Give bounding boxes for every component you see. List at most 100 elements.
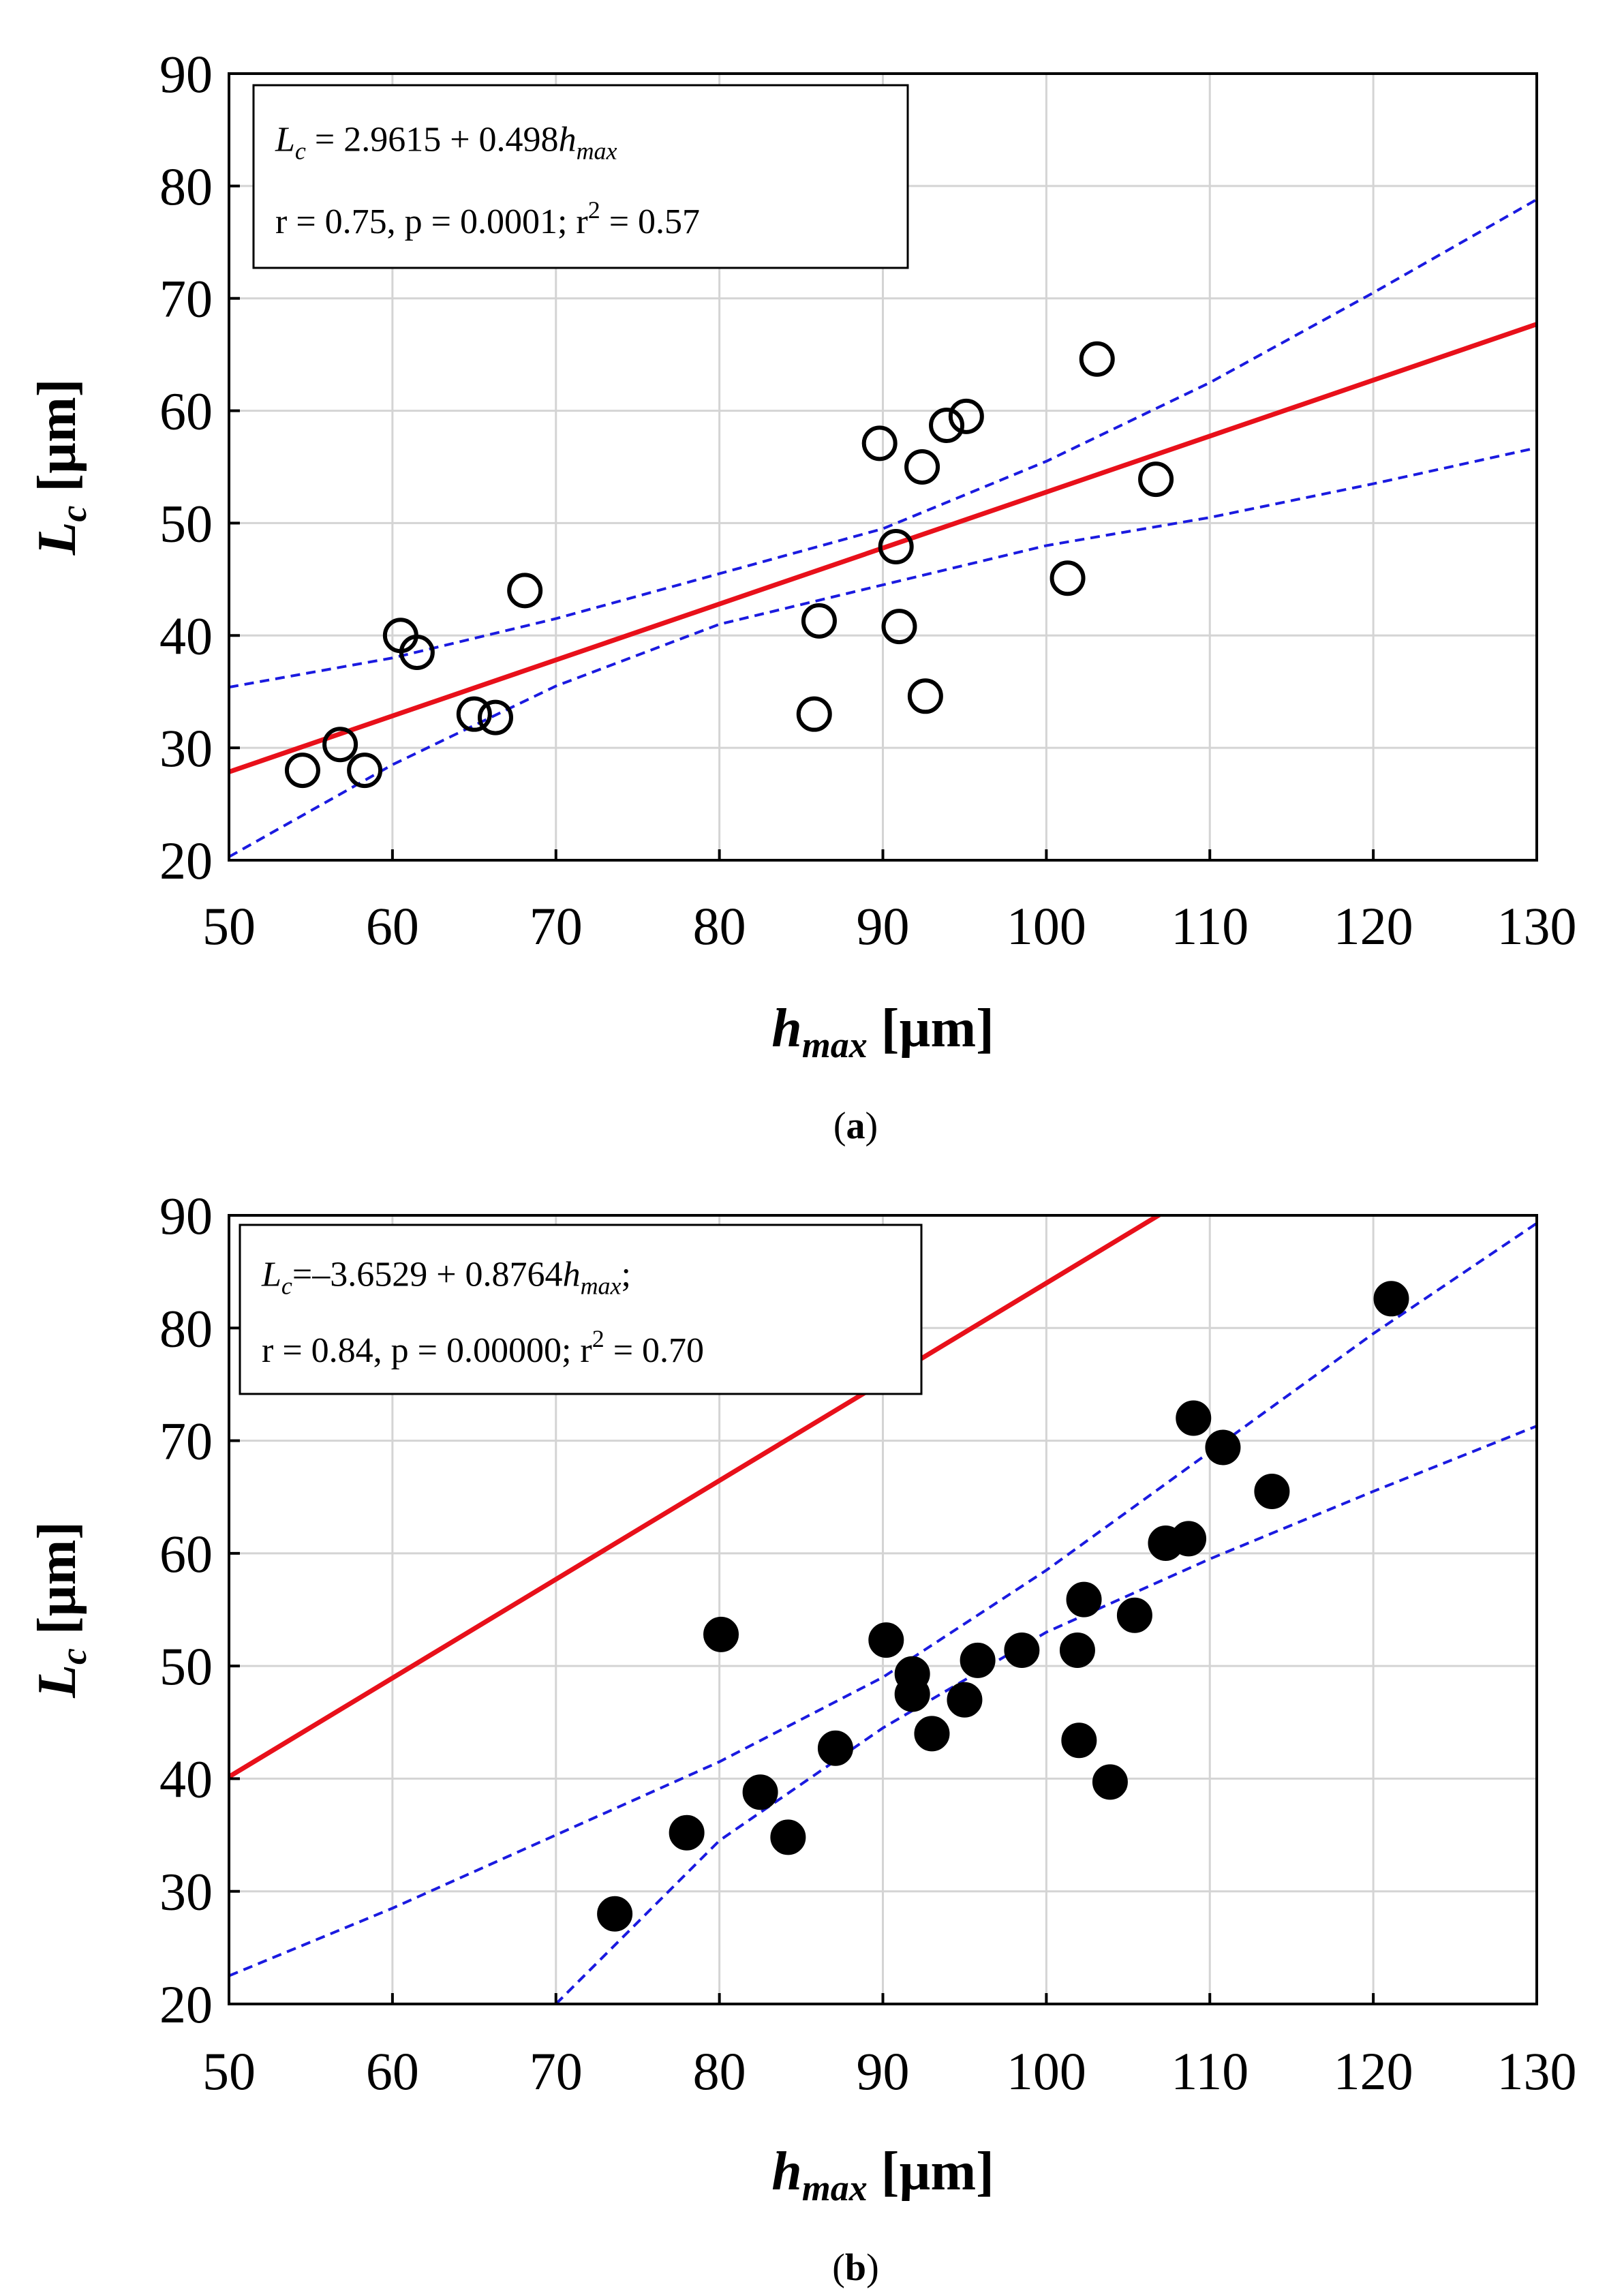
data-point (817, 1730, 853, 1766)
data-point (948, 398, 984, 434)
x-tick-label: 130 (1497, 2041, 1577, 2101)
x-axis-label-var: h (771, 999, 802, 1059)
y-tick-label: 60 (159, 1524, 213, 1583)
data-point (1050, 560, 1086, 596)
y-tick-label: 20 (159, 831, 213, 890)
data-point (456, 696, 492, 732)
y-axis-label-var: L (27, 1665, 87, 1699)
data-point (894, 1656, 930, 1692)
x-tick-label: 120 (1334, 2041, 1413, 2101)
x-tick-label: 50 (202, 2041, 256, 2101)
data-point (1171, 1521, 1207, 1557)
x-axis-label: hmax [µm] (771, 999, 994, 1065)
y-axis-label-sub: c (53, 506, 94, 522)
data-point (907, 678, 943, 714)
y-tick-label: 30 (159, 718, 213, 778)
confidence-band-upper (229, 198, 1537, 689)
x-axis-label: hmax [µm] (771, 2142, 994, 2208)
data-point (861, 425, 898, 461)
x-tick-label: 100 (1007, 2041, 1086, 2101)
x-axis-label-sub: max (802, 1024, 868, 1065)
data-point (742, 1774, 778, 1810)
y-tick-label: 80 (159, 1299, 213, 1358)
data-point (284, 753, 320, 789)
data-point (597, 1896, 633, 1932)
y-tick-label: 70 (159, 269, 213, 329)
data-point (947, 1682, 983, 1718)
x-axis-label-unit: [µm] (881, 2142, 994, 2202)
x-tick-label: 130 (1497, 896, 1577, 956)
x-axis-label-unit: [µm] (881, 999, 994, 1059)
data-point (878, 529, 914, 565)
x-tick-label: 90 (857, 2041, 910, 2101)
data-point (1373, 1281, 1409, 1317)
data-point (914, 1716, 950, 1752)
data-point (1079, 341, 1115, 377)
panel-label: (b) (832, 2247, 878, 2289)
data-point (796, 696, 832, 732)
data-point (1061, 1722, 1097, 1759)
data-point (770, 1819, 806, 1855)
x-tick-label: 120 (1334, 896, 1413, 956)
annotation-equation: Lc = 2.9615 + 0.498hmax (275, 120, 617, 164)
data-point (881, 609, 917, 645)
x-tick-label: 100 (1007, 896, 1086, 956)
x-axis-label-sub: max (802, 2168, 868, 2208)
x-tick-label: 80 (693, 896, 746, 956)
data-point (322, 727, 358, 763)
data-point (1116, 1597, 1152, 1633)
data-point (669, 1814, 705, 1851)
x-tick-label: 90 (857, 896, 910, 956)
y-tick-label: 80 (159, 157, 213, 216)
chart-panel-a: 50 60 70 80 90 100 110 120 130 20 30 40 50 60 70 80 90 hm… (27, 44, 1577, 1147)
y-tick-label: 70 (159, 1412, 213, 1471)
data-point (703, 1616, 739, 1652)
y-axis-label: Lc [µm] (27, 379, 94, 556)
data-point (1254, 1473, 1290, 1509)
data-point (477, 699, 513, 735)
x-tick-label: 80 (693, 2041, 746, 2101)
data-point (347, 753, 383, 789)
x-tick-label: 50 (202, 896, 256, 956)
y-axis-label-sub: c (53, 1648, 94, 1665)
y-axis-label: Lc [µm] (27, 1521, 94, 1699)
regression-line (229, 322, 1537, 774)
confidence-band-lower (553, 1425, 1537, 2004)
y-tick-label: 50 (159, 1637, 213, 1696)
data-point (1066, 1581, 1102, 1618)
data-point (507, 573, 543, 609)
data-point (929, 408, 965, 444)
y-tick-label: 40 (159, 606, 213, 665)
data-point (1092, 1764, 1128, 1800)
chart-panel-b: 50 60 70 80 90 100 110 120 130 20 30 40 50 60 70 80 90 hm… (27, 1186, 1577, 2289)
x-tick-label: 60 (366, 2041, 419, 2101)
y-axis-label-unit: [µm] (27, 379, 87, 492)
y-axis-label-unit: [µm] (27, 1521, 87, 1635)
x-tick-label: 60 (366, 896, 419, 956)
data-point (801, 603, 837, 639)
confidence-band-lower (229, 446, 1537, 858)
y-tick-label: 20 (159, 1975, 213, 2034)
data-point (1059, 1633, 1095, 1669)
data-point (1004, 1633, 1040, 1669)
panel-label: (a) (833, 1105, 878, 1147)
y-tick-label: 60 (159, 382, 213, 441)
annotation-equation: Lc=–3.6529 + 0.8764hmax; (261, 1255, 631, 1299)
data-point (1176, 1400, 1212, 1436)
data-point (904, 449, 940, 485)
annotation-box (252, 84, 909, 269)
data-point (960, 1642, 996, 1678)
annotation-stats: r = 0.75, p = 0.0001; r2 = 0.57 (275, 196, 700, 241)
y-axis-label-var: L (27, 522, 87, 556)
x-tick-label: 70 (530, 2041, 583, 2101)
data-point (1138, 461, 1174, 498)
y-tick-label: 90 (159, 44, 213, 104)
y-tick-label: 30 (159, 1862, 213, 1922)
x-axis-label-var: h (771, 2142, 802, 2202)
x-tick-label: 110 (1171, 896, 1248, 956)
annotation-box (239, 1224, 923, 1395)
x-tick-label: 70 (530, 896, 583, 956)
confidence-band-upper (229, 1221, 1537, 1977)
data-point (1205, 1429, 1241, 1466)
data-point (868, 1622, 904, 1658)
